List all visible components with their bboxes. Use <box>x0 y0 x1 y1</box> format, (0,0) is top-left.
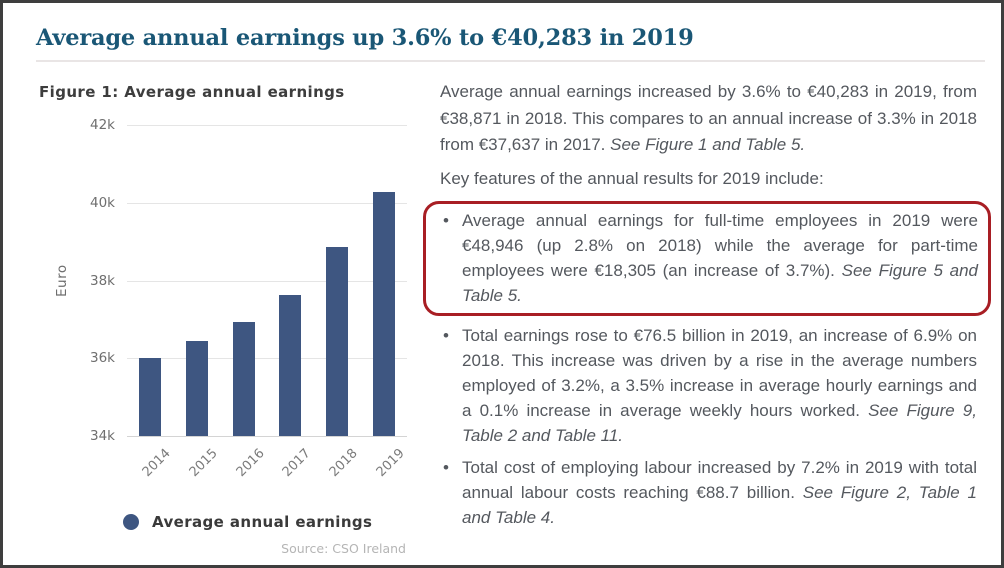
bullet-see-reference: See Figure 2, Table 1 and Table 4. <box>462 482 977 527</box>
intro-paragraph: Average annual earnings increased by 3.6… <box>440 79 977 159</box>
page-title: Average annual earnings up 3.6% to €40,2… <box>36 25 694 51</box>
intro-see-reference: See Figure 1 and Table 5. <box>610 135 806 154</box>
x-tick: 2019 <box>360 437 407 485</box>
x-axis-labels: 2014 2015 2016 2017 2018 2019 <box>127 437 407 485</box>
x-tick-label: 2014 <box>139 446 174 481</box>
x-tick: 2016 <box>220 437 267 485</box>
bullet-see-reference: See Figure 9, Table 2 and Table 11. <box>462 400 977 445</box>
bar-2014[interactable] <box>139 358 162 436</box>
x-tick-label: 2016 <box>233 446 268 481</box>
bullet-see-reference: See Figure 5 and Table 5. <box>462 260 979 305</box>
y-axis-ticks: 34k 36k 38k 40k 42k <box>75 117 115 444</box>
legend-marker-icon <box>123 514 139 530</box>
x-tick: 2015 <box>174 437 221 485</box>
bar-2015[interactable] <box>185 340 208 436</box>
gridline <box>127 436 407 437</box>
x-tick: 2014 <box>127 437 174 485</box>
bullet-labour-costs: Total cost of employing labour increased… <box>440 455 977 530</box>
x-tick-label: 2017 <box>279 446 314 481</box>
figure-caption: Figure 1: Average annual earnings <box>39 83 345 101</box>
chart-source: Source: CSO Ireland <box>281 541 406 556</box>
chart-legend[interactable]: Average annual earnings <box>123 513 372 531</box>
x-tick: 2017 <box>267 437 314 485</box>
y-tick-label: 36k <box>90 350 115 367</box>
gridline <box>127 125 407 126</box>
highlight-box: Average annual earnings for full-time em… <box>423 200 991 316</box>
y-tick-label: 42k <box>90 117 115 133</box>
bars <box>127 125 407 436</box>
gridline <box>127 358 407 360</box>
bar-2019[interactable] <box>372 191 395 436</box>
bar-2018[interactable] <box>325 246 348 436</box>
article-text: Average annual earnings increased by 3.6… <box>423 79 991 530</box>
x-tick-label: 2019 <box>373 446 408 481</box>
figure-panel: Figure 1: Average annual earnings Euro 3… <box>39 83 414 565</box>
plot-area <box>127 125 407 437</box>
y-axis-label: Euro <box>54 264 70 297</box>
key-features-line: Key features of the annual results for 2… <box>440 168 824 188</box>
bar-2016[interactable] <box>232 321 255 436</box>
bullet-text: Average annual earnings for full-time em… <box>462 210 978 280</box>
legend-label: Average annual earnings <box>152 513 373 531</box>
bar-2017[interactable] <box>279 294 302 436</box>
bullet-total-earnings: Total earnings rose to €76.5 billion in … <box>440 323 977 448</box>
gridline <box>127 280 407 282</box>
x-tick-label: 2015 <box>186 446 221 481</box>
y-tick-label: 38k <box>90 272 115 289</box>
x-tick: 2018 <box>314 437 361 485</box>
title-divider <box>36 60 985 62</box>
bullet-list: Total earnings rose to €76.5 billion in … <box>440 323 977 530</box>
gridline <box>127 202 407 204</box>
intro-text: Average annual earnings increased by 3.6… <box>440 82 977 154</box>
bullet-text: Total earnings rose to €76.5 billion in … <box>462 325 977 420</box>
highlighted-bullet-list: Average annual earnings for full-time em… <box>440 208 978 308</box>
y-tick-label: 40k <box>90 194 115 211</box>
y-tick-label: 34k <box>90 428 115 444</box>
bullet-fulltime-parttime-earnings: Average annual earnings for full-time em… <box>440 208 978 308</box>
bullet-text: Total cost of employing labour increased… <box>462 457 977 502</box>
x-tick-label: 2018 <box>326 446 361 481</box>
